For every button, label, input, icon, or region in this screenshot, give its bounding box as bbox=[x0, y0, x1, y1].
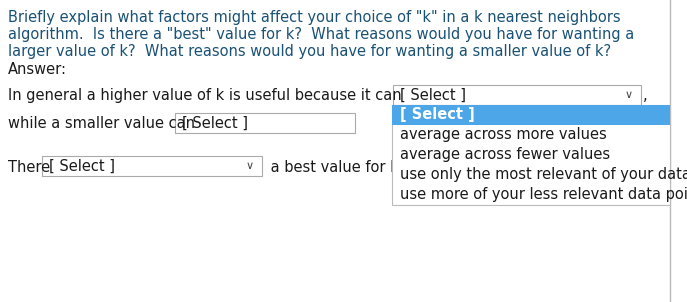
Text: a best value for k before you look at a data set.: a best value for k before you look at a … bbox=[266, 160, 620, 175]
Text: ∨: ∨ bbox=[625, 90, 633, 100]
Text: ,: , bbox=[643, 88, 648, 103]
Text: [ Select ]: [ Select ] bbox=[400, 108, 475, 123]
Text: Answer:: Answer: bbox=[8, 62, 67, 77]
Text: [ Select ]: [ Select ] bbox=[400, 88, 466, 102]
Text: algorithm.  Is there a "best" value for k?  What reasons would you have for want: algorithm. Is there a "best" value for k… bbox=[8, 27, 634, 42]
Text: larger value of k?  What reasons would you have for wanting a smaller value of k: larger value of k? What reasons would yo… bbox=[8, 44, 611, 59]
Bar bbox=[175, 113, 355, 133]
Text: ∨: ∨ bbox=[246, 161, 254, 171]
Text: [ Select ]: [ Select ] bbox=[49, 159, 115, 174]
Text: In general a higher value of k is useful because it can: In general a higher value of k is useful… bbox=[8, 88, 402, 103]
Text: Briefly explain what factors might affect your choice of "k" in a k nearest neig: Briefly explain what factors might affec… bbox=[8, 10, 620, 25]
Bar bbox=[392, 105, 670, 125]
Text: use more of your less relevant data points: use more of your less relevant data poin… bbox=[400, 188, 687, 203]
Text: There: There bbox=[8, 160, 50, 175]
Text: average across more values: average across more values bbox=[400, 127, 607, 143]
Bar bbox=[42, 156, 262, 176]
Text: average across fewer values: average across fewer values bbox=[400, 147, 610, 162]
Text: [ Select ]: [ Select ] bbox=[182, 115, 248, 130]
Bar bbox=[392, 105, 670, 205]
Text: while a smaller value can: while a smaller value can bbox=[8, 116, 195, 131]
Text: use only the most relevant of your data points: use only the most relevant of your data … bbox=[400, 168, 687, 182]
Bar bbox=[393, 85, 641, 105]
